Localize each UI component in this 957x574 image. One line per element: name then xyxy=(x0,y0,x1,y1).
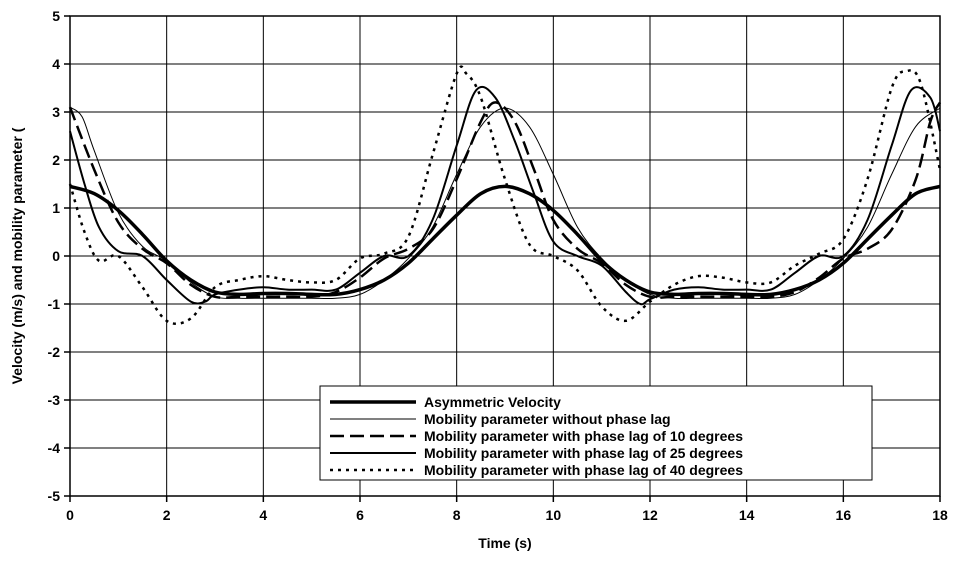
x-tick-label: 6 xyxy=(356,507,364,523)
x-tick-label: 4 xyxy=(259,507,267,523)
y-tick-label: -4 xyxy=(48,440,61,456)
legend-label: Mobility parameter with phase lag of 40 … xyxy=(424,462,743,478)
x-tick-label: 8 xyxy=(453,507,461,523)
series-line-4 xyxy=(69,85,941,306)
y-tick-label: 0 xyxy=(52,248,60,264)
legend-label: Mobility parameter without phase lag xyxy=(424,411,671,427)
legend-label: Asymmetric Velocity xyxy=(424,394,561,410)
series-line-1 xyxy=(69,184,941,297)
y-tick-label: 4 xyxy=(52,56,60,72)
x-tick-label: 10 xyxy=(546,507,562,523)
x-tick-label: 18 xyxy=(932,507,948,523)
series-line-2 xyxy=(69,106,941,300)
y-tick-label: -1 xyxy=(48,296,61,312)
x-tick-label: 2 xyxy=(163,507,171,523)
y-tick-label: 5 xyxy=(52,8,60,24)
y-tick-label: 2 xyxy=(52,152,60,168)
y-tick-label: -3 xyxy=(48,392,61,408)
series-line-3 xyxy=(68,101,942,299)
y-tick-label: -5 xyxy=(48,488,61,504)
legend-label: Mobility parameter with phase lag of 10 … xyxy=(424,428,743,444)
y-tick-label: 1 xyxy=(52,200,60,216)
x-axis-label: Time (s) xyxy=(478,535,531,551)
y-tick-label: -2 xyxy=(48,344,61,360)
x-tick-label: 16 xyxy=(836,507,852,523)
series-line-5 xyxy=(68,65,942,326)
legend-label: Mobility parameter with phase lag of 25 … xyxy=(424,445,743,461)
x-tick-labels: 0 2 4 6 8 10 12 14 16 18 xyxy=(66,496,948,523)
y-tick-labels: -5 -4 -3 -2 -1 0 1 2 3 4 5 xyxy=(48,8,70,504)
x-tick-label: 12 xyxy=(642,507,658,523)
series-lines xyxy=(68,65,942,326)
y-axis-label: Velocity (m/s) and mobility parameter ( xyxy=(9,127,25,384)
x-tick-label: 14 xyxy=(739,507,755,523)
y-tick-label: 3 xyxy=(52,104,60,120)
x-tick-label: 0 xyxy=(66,507,74,523)
